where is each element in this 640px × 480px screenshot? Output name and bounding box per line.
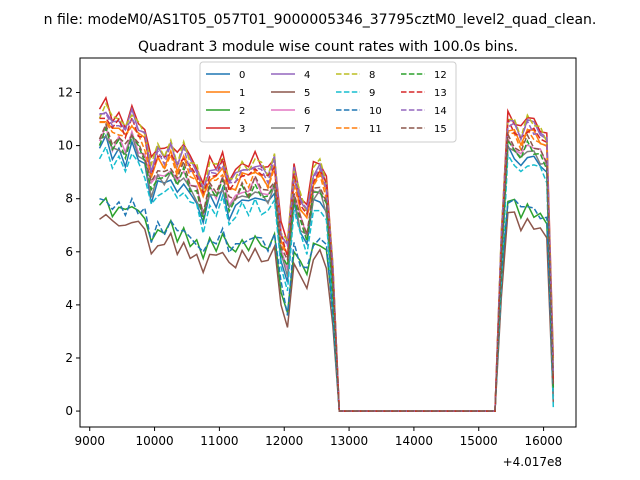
x-tick-label: 9000 [74, 434, 105, 448]
axes-title: Quadrant 3 module wise count rates with … [138, 39, 518, 55]
legend-label-13: 13 [434, 88, 447, 99]
legend-label-14: 14 [434, 106, 447, 117]
series-layer [98, 95, 555, 412]
legend-label-0: 0 [239, 70, 245, 81]
legend-label-12: 12 [434, 70, 447, 81]
x-offset-label: +4.017e8 [503, 455, 562, 469]
figure-suptitle: n file: modeM0/AS1T05_057T01_9000005346_… [44, 12, 597, 28]
legend-label-1: 1 [239, 88, 245, 99]
axes-frame [79, 57, 577, 428]
y-tick-label: 10 [58, 139, 73, 153]
legend-label-2: 2 [239, 106, 245, 117]
legend-label-4: 4 [304, 70, 310, 81]
series-line-15 [98, 122, 555, 412]
legend-label-11: 11 [369, 124, 382, 135]
series-line-13 [99, 115, 555, 412]
y-tick-label: 12 [58, 86, 73, 100]
legend-label-8: 8 [369, 70, 375, 81]
legend-label-15: 15 [434, 124, 447, 135]
y-tick-label: 2 [65, 351, 73, 365]
x-tick-label: 16000 [524, 434, 562, 448]
legend-label-7: 7 [304, 124, 310, 135]
x-tick-label: 10000 [135, 434, 173, 448]
x-tick-label: 11000 [200, 434, 238, 448]
y-tick-label: 0 [65, 404, 73, 418]
legend-label-5: 5 [304, 88, 310, 99]
legend-label-9: 9 [369, 88, 375, 99]
y-tick-label: 6 [65, 245, 73, 259]
legend-label-6: 6 [304, 106, 310, 117]
x-tick-label: 13000 [330, 434, 368, 448]
axes-layer: 9000 10000 11000 12000 13000 14000 15000 16000 0… [58, 86, 563, 448]
y-tick-label: 8 [65, 192, 73, 206]
legend-label-10: 10 [369, 106, 382, 117]
legend-label-3: 3 [239, 124, 245, 135]
x-tick-label: 15000 [460, 434, 498, 448]
x-tick-label: 14000 [395, 434, 433, 448]
y-tick-label: 4 [65, 298, 73, 312]
legend-box [199, 61, 457, 143]
x-tick-label: 12000 [265, 434, 303, 448]
